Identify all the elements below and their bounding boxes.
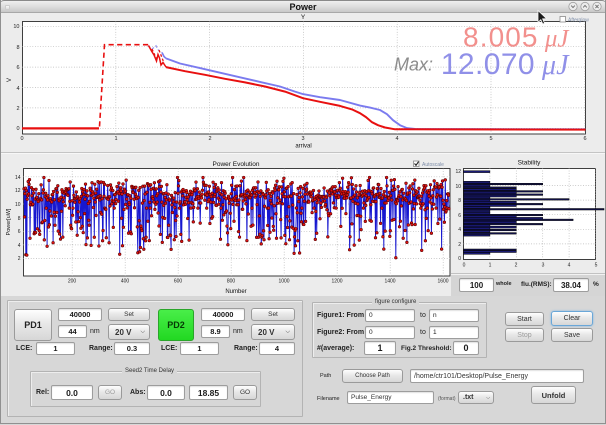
svg-text:4: 4: [395, 136, 398, 142]
svg-text:2: 2: [458, 242, 461, 248]
svg-text:200: 200: [68, 279, 77, 285]
svg-text:Autoscale: Autoscale: [422, 162, 444, 168]
svg-text:arrival: arrival: [295, 144, 311, 150]
svg-text:6: 6: [16, 65, 19, 71]
svg-text:Afterglow: Afterglow: [568, 18, 589, 24]
svg-text:14: 14: [15, 175, 21, 181]
svg-text:2: 2: [18, 256, 21, 262]
svg-text:10: 10: [455, 184, 461, 190]
svg-text:1400: 1400: [384, 279, 395, 285]
svg-text:Power[uW]: Power[uW]: [6, 208, 12, 235]
svg-text:6: 6: [458, 213, 461, 219]
svg-text:12.070 μJ: 12.070 μJ: [441, 48, 570, 81]
svg-text:12: 12: [15, 188, 21, 194]
svg-text:400: 400: [121, 279, 130, 285]
svg-text:Max:: Max:: [394, 55, 433, 75]
svg-text:4: 4: [458, 227, 461, 233]
svg-text:4: 4: [18, 243, 21, 249]
svg-text:Y: Y: [301, 14, 306, 21]
svg-text:1000: 1000: [278, 279, 289, 285]
svg-text:8: 8: [18, 216, 21, 222]
svg-text:6: 6: [18, 229, 21, 235]
svg-text:3: 3: [542, 263, 545, 269]
svg-text:800: 800: [227, 279, 236, 285]
svg-text:1200: 1200: [331, 279, 342, 285]
svg-text:12: 12: [455, 169, 461, 175]
svg-text:8.005 μJ: 8.005 μJ: [463, 22, 570, 53]
svg-text:5: 5: [489, 136, 492, 142]
svg-text:V: V: [7, 78, 13, 82]
svg-text:600: 600: [174, 279, 183, 285]
svg-text:4: 4: [16, 86, 19, 92]
svg-text:8: 8: [458, 198, 461, 204]
svg-text:0: 0: [16, 126, 19, 132]
svg-text:2: 2: [16, 106, 19, 112]
svg-text:10: 10: [13, 24, 19, 30]
svg-text:5: 5: [595, 263, 598, 269]
svg-text:8: 8: [16, 45, 19, 51]
svg-text:4: 4: [568, 263, 571, 269]
svg-text:0: 0: [20, 136, 23, 142]
svg-text:3: 3: [301, 136, 304, 142]
svg-text:6: 6: [583, 136, 586, 142]
svg-text:10: 10: [15, 202, 21, 208]
svg-text:2: 2: [208, 136, 211, 142]
svg-text:Power Evolution: Power Evolution: [213, 161, 260, 168]
svg-text:1600: 1600: [437, 279, 448, 285]
svg-text:Number: Number: [225, 289, 246, 295]
svg-text:0: 0: [458, 256, 461, 262]
svg-text:1: 1: [114, 136, 117, 142]
svg-text:Stability: Stability: [518, 160, 542, 167]
svg-text:0: 0: [463, 263, 466, 269]
svg-text:1: 1: [489, 263, 492, 269]
svg-text:2: 2: [515, 263, 518, 269]
